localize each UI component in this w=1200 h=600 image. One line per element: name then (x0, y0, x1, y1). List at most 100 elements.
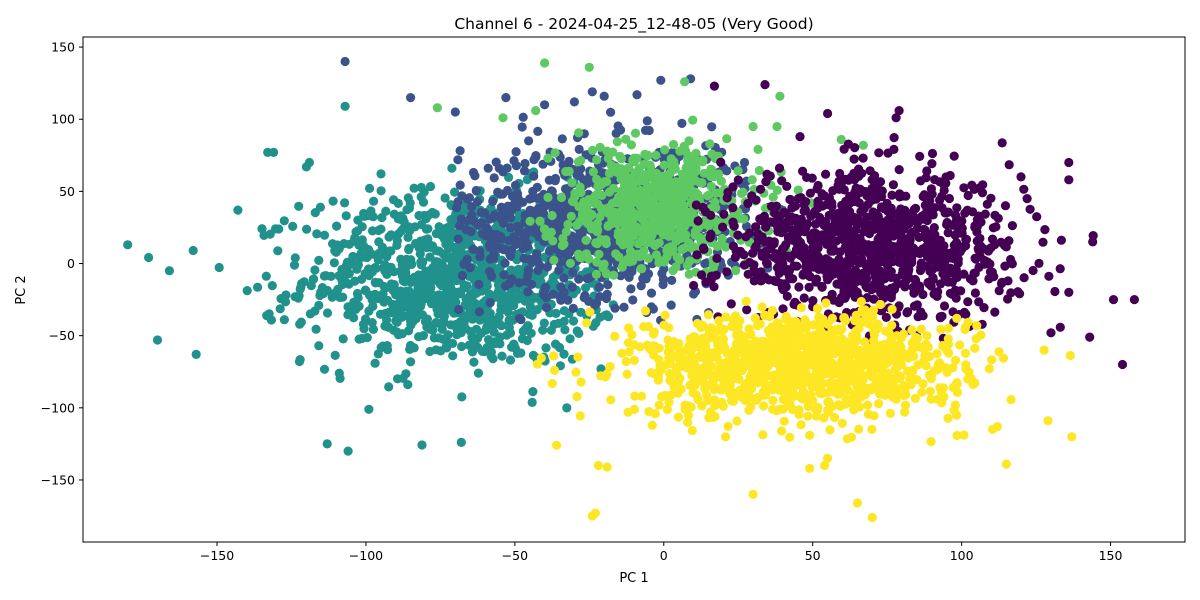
data-point (862, 191, 872, 201)
data-point (474, 307, 485, 317)
data-point (499, 270, 509, 280)
data-point (384, 246, 394, 256)
data-point (580, 207, 591, 217)
data-point (721, 432, 731, 442)
data-point (706, 171, 716, 182)
data-point (507, 342, 517, 352)
data-point (866, 385, 876, 395)
data-point-outlier (894, 106, 904, 116)
data-point (603, 153, 613, 163)
data-point-outlier (680, 77, 690, 87)
data-point (785, 274, 795, 284)
data-point (689, 289, 699, 299)
data-point (636, 264, 646, 274)
data-point (886, 245, 896, 255)
data-point (574, 274, 584, 284)
data-point (525, 205, 535, 215)
data-point (556, 192, 567, 203)
data-point (960, 348, 971, 358)
data-point (289, 260, 300, 270)
data-point (428, 263, 438, 273)
data-point (642, 116, 652, 126)
data-point (817, 189, 827, 199)
data-point (349, 313, 359, 323)
data-point (869, 190, 879, 200)
x-tick-label: 100 (950, 548, 974, 563)
data-point (489, 253, 499, 263)
data-point (514, 278, 524, 288)
data-point (914, 342, 924, 352)
data-point (1006, 395, 1016, 405)
data-point (636, 281, 646, 291)
data-point-outlier (760, 80, 770, 90)
data-point (974, 211, 984, 221)
data-point (835, 247, 845, 257)
data-point (941, 253, 951, 263)
data-point (956, 286, 966, 296)
data-point (970, 253, 980, 263)
data-point (609, 270, 619, 280)
data-point-outlier (805, 463, 815, 473)
data-point (392, 317, 402, 327)
data-point (314, 255, 324, 265)
data-point (624, 347, 634, 357)
data-point (1003, 294, 1013, 304)
data-point (452, 243, 462, 253)
data-point (900, 407, 910, 417)
data-point (971, 334, 981, 344)
data-point (370, 358, 380, 368)
data-point (658, 279, 668, 290)
data-point (593, 181, 603, 192)
data-point (712, 370, 723, 380)
data-point (716, 176, 727, 186)
data-point (322, 308, 333, 318)
data-point (639, 246, 649, 256)
data-point (568, 316, 579, 326)
data-point (880, 339, 890, 349)
data-point (630, 391, 640, 401)
data-point (414, 332, 424, 342)
data-point (592, 257, 602, 267)
data-point (416, 299, 426, 309)
data-point (470, 171, 480, 181)
data-point (915, 151, 925, 161)
data-point (527, 397, 537, 407)
data-point (495, 189, 505, 199)
data-point (415, 275, 425, 285)
data-point (549, 351, 559, 361)
data-point (579, 197, 589, 207)
data-point (497, 234, 507, 244)
data-point (404, 225, 415, 235)
data-point (594, 249, 604, 259)
data-point (812, 303, 823, 314)
data-point (312, 229, 322, 239)
data-point-outlier (1064, 175, 1074, 185)
data-point (719, 373, 730, 383)
data-point (869, 345, 880, 355)
data-point (809, 259, 819, 269)
data-point (651, 250, 662, 260)
data-point (727, 321, 737, 332)
data-point (453, 197, 463, 207)
data-point (334, 243, 344, 253)
data-point (419, 210, 429, 221)
data-point (871, 283, 881, 293)
data-point (353, 260, 363, 270)
data-point (598, 263, 608, 273)
data-point-outlier (587, 87, 597, 97)
data-point (805, 430, 815, 440)
data-point (489, 173, 499, 183)
data-point (393, 374, 403, 384)
data-point (809, 232, 819, 242)
data-point (334, 368, 344, 378)
data-point-outlier (540, 58, 550, 68)
data-point (949, 405, 959, 415)
data-point (405, 344, 415, 354)
data-point (381, 206, 391, 216)
data-point (368, 301, 378, 311)
data-point-outlier (269, 147, 279, 157)
data-point (574, 217, 585, 227)
data-point (898, 258, 908, 268)
data-point (612, 195, 622, 205)
